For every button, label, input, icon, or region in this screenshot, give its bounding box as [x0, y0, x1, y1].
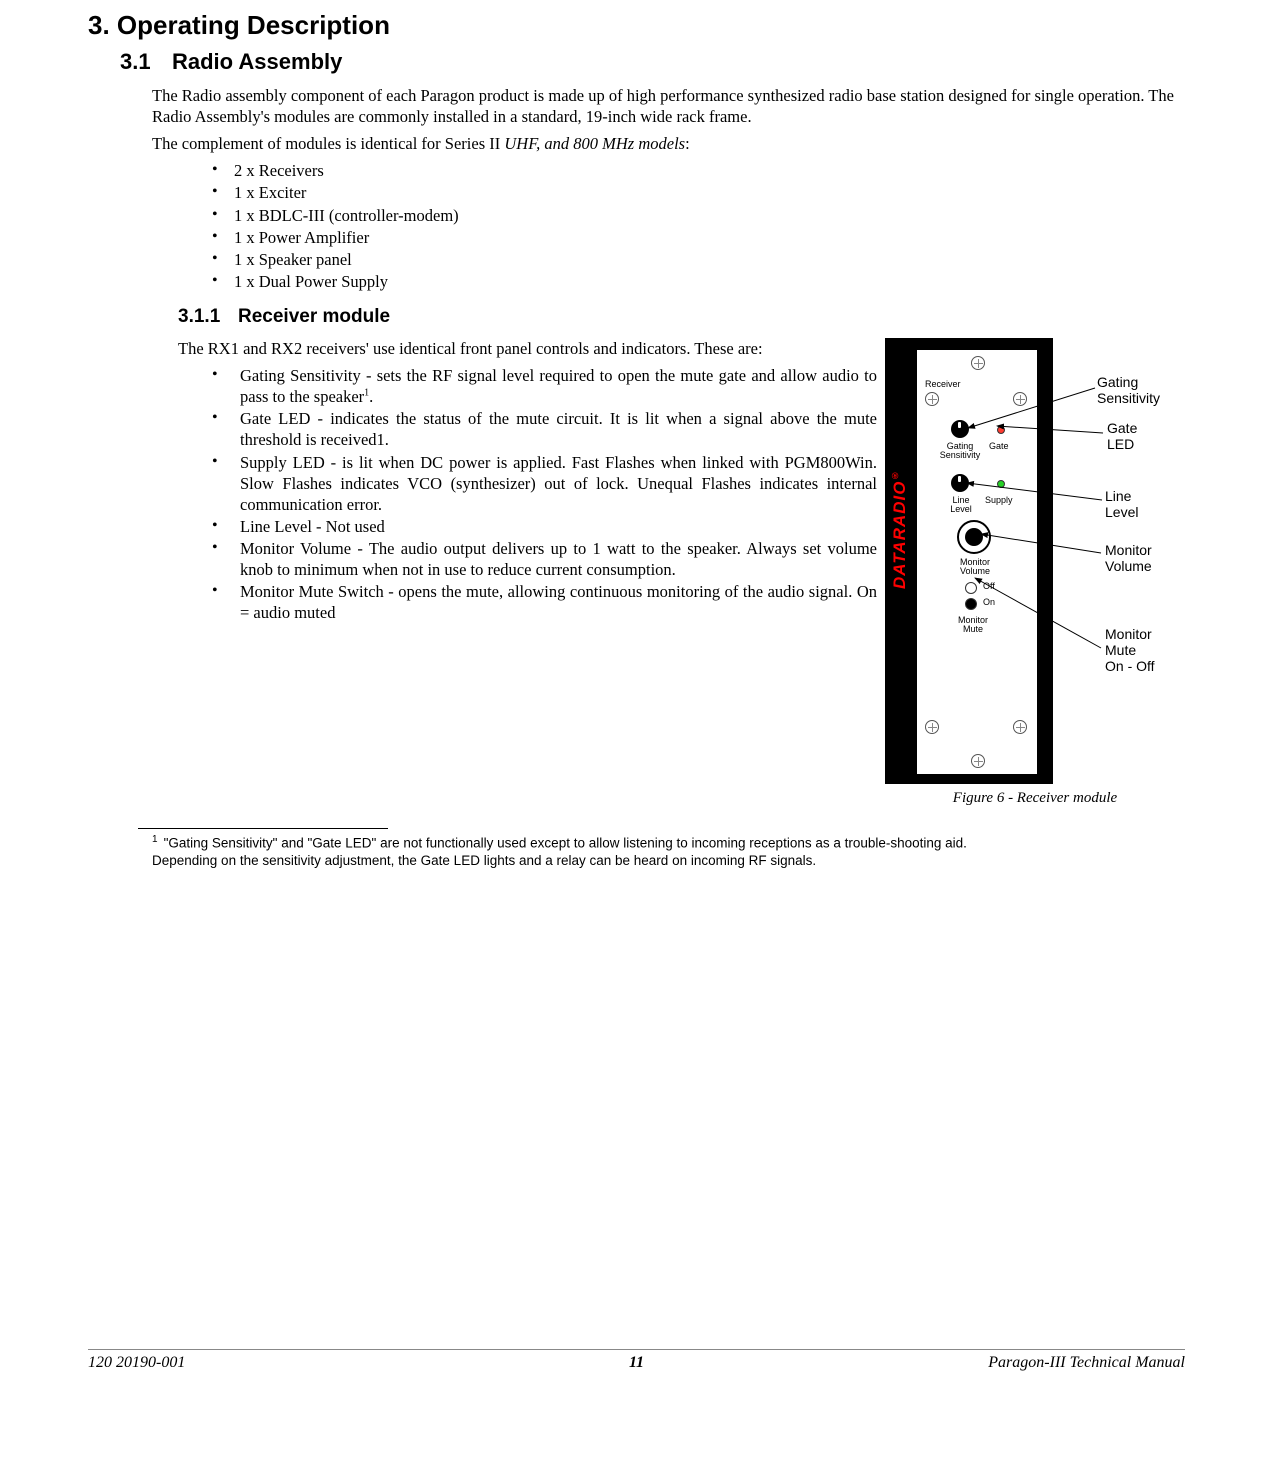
list-item: Monitor Mute Switch - opens the mute, al… — [212, 581, 877, 623]
gating-sensitivity-knob[interactable] — [951, 420, 969, 438]
footnote-marker: 1 — [152, 834, 164, 845]
list-item: Supply LED - is lit when DC power is app… — [212, 452, 877, 515]
paragraph: The RX1 and RX2 receivers' use identical… — [88, 338, 877, 359]
label-line-level: Line Level — [943, 496, 979, 515]
switch-on-position — [965, 598, 977, 610]
screw-icon — [1013, 392, 1027, 406]
label-supply: Supply — [985, 496, 1013, 505]
footnote-separator — [138, 828, 388, 829]
list-item: 2 x Receivers — [212, 160, 1185, 181]
text: The complement of modules is identical f… — [152, 134, 504, 153]
heading-receiver-module: 3.1.1Receiver module — [88, 306, 1185, 328]
label-monitor-volume: Monitor Volume — [951, 558, 999, 577]
heading-number: 3.1.1 — [178, 306, 238, 328]
module-faceplate: DATARADIO® Receiver Gating Sensitivity G… — [885, 338, 1053, 784]
feature-list: Gating Sensitivity - sets the RF signal … — [88, 365, 877, 623]
monitor-mute-switch[interactable] — [963, 582, 979, 612]
label-gating-sensitivity: Gating Sensitivity — [935, 442, 985, 461]
heading-text: Radio Assembly — [172, 49, 342, 74]
gate-led — [997, 426, 1005, 434]
switch-off-position — [965, 582, 977, 594]
footnote: 1"Gating Sensitivity" and "Gate LED" are… — [88, 833, 1185, 870]
list-item: Gating Sensitivity - sets the RF signal … — [212, 365, 877, 407]
label-off: Off — [983, 582, 995, 591]
footnote-text: "Gating Sensitivity" and "Gate LED" are … — [164, 835, 967, 850]
figure-caption: Figure 6 - Receiver module — [885, 790, 1185, 807]
list-item: 1 x Speaker panel — [212, 249, 1185, 270]
list-item: 1 x Power Amplifier — [212, 227, 1185, 248]
text-italic: UHF, and 800 MHz models — [504, 134, 685, 153]
footnote-text: Depending on the sensitivity adjustment,… — [152, 853, 816, 868]
callout-monitor-volume: Monitor Volume — [1105, 542, 1152, 574]
screw-icon — [971, 356, 985, 370]
module-panel: Receiver Gating Sensitivity Gate Line Le… — [916, 349, 1038, 775]
callout-gating-sensitivity: Gating Sensitivity — [1097, 374, 1160, 406]
heading-text: Receiver module — [238, 306, 390, 327]
footer-page-number: 11 — [88, 1354, 1185, 1372]
list-item: Gate LED - indicates the status of the m… — [212, 408, 877, 450]
page-footer: 120 20190-001 11 Paragon-III Technical M… — [88, 1349, 1185, 1372]
list-item: 1 x Exciter — [212, 182, 1185, 203]
heading-radio-assembly: 3.1Radio Assembly — [88, 49, 1185, 75]
text: Gating Sensitivity - sets the RF signal … — [240, 366, 877, 406]
panel-title: Receiver — [925, 380, 961, 389]
paragraph: The complement of modules is identical f… — [88, 133, 1185, 154]
paragraph: The Radio assembly component of each Par… — [88, 85, 1185, 127]
screw-icon — [1013, 720, 1027, 734]
callout-line-level: Line Level — [1105, 488, 1138, 520]
list-item: 1 x BDLC-III (controller-modem) — [212, 205, 1185, 226]
label-monitor-mute: Monitor Mute — [953, 616, 993, 635]
figure-receiver-module: DATARADIO® Receiver Gating Sensitivity G… — [885, 338, 1185, 798]
label-on: On — [983, 598, 995, 607]
callout-monitor-mute: Monitor Mute On - Off — [1105, 626, 1155, 674]
label-gate: Gate — [989, 442, 1009, 451]
brand-logo: DATARADIO® — [890, 419, 914, 589]
monitor-volume-knob[interactable] — [957, 520, 991, 554]
line-level-knob[interactable] — [951, 474, 969, 492]
text: : — [685, 134, 690, 153]
list-item: Line Level - Not used — [212, 516, 877, 537]
list-item: Monitor Volume - The audio output delive… — [212, 538, 877, 580]
screw-icon — [925, 392, 939, 406]
heading-operating-description: 3. Operating Description — [88, 10, 1185, 41]
text: . — [369, 387, 373, 406]
callout-gate-led: Gate LED — [1107, 420, 1137, 452]
screw-icon — [971, 754, 985, 768]
supply-led — [997, 480, 1005, 488]
heading-number: 3.1 — [120, 49, 172, 75]
screw-icon — [925, 720, 939, 734]
list-item: 1 x Dual Power Supply — [212, 271, 1185, 292]
module-list: 2 x Receivers 1 x Exciter 1 x BDLC-III (… — [88, 160, 1185, 292]
